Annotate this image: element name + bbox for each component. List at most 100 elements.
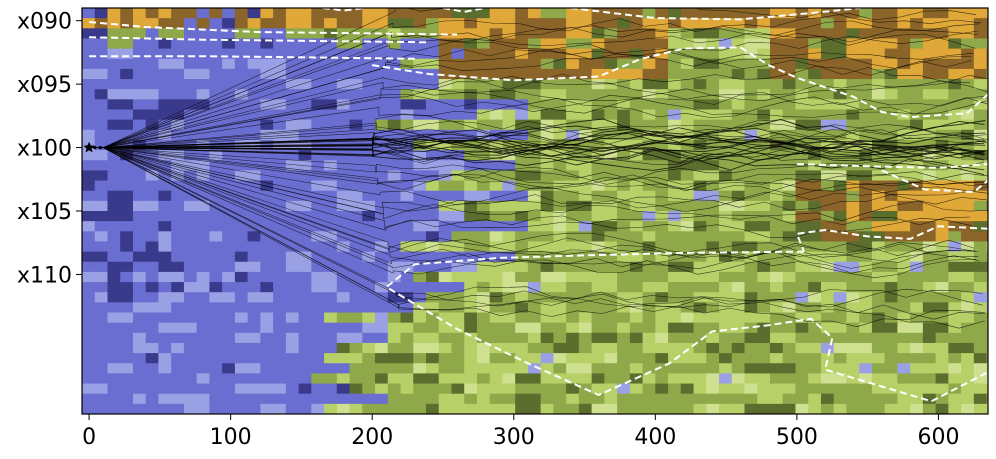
heatmap-cell <box>209 180 223 192</box>
heatmap-cell <box>298 403 312 414</box>
heatmap-cell <box>668 363 682 374</box>
heatmap-cell <box>833 241 848 253</box>
heatmap-cell <box>859 99 873 111</box>
heatmap-cell <box>222 312 236 324</box>
heatmap-cell <box>285 211 300 222</box>
heatmap-cell <box>566 383 580 395</box>
heatmap-cell <box>782 312 797 324</box>
heatmap-cell <box>426 38 440 50</box>
heatmap-cell <box>578 322 593 334</box>
heatmap-cell <box>961 79 975 90</box>
heatmap-cell <box>489 251 504 263</box>
heatmap-cell <box>642 403 656 414</box>
heatmap-cell <box>413 292 427 303</box>
heatmap-cell <box>693 373 707 385</box>
heatmap-cell <box>527 353 542 364</box>
heatmap-cell <box>502 271 516 283</box>
heatmap-cell <box>910 332 924 344</box>
heatmap-cell <box>591 18 605 29</box>
heatmap-cell <box>451 251 465 263</box>
heatmap-cell <box>578 200 593 212</box>
heatmap-cell <box>935 89 949 100</box>
heatmap-cell <box>808 231 822 243</box>
heatmap-cell <box>553 129 567 141</box>
heatmap-cell <box>566 251 580 263</box>
heatmap-cell <box>706 302 720 314</box>
heatmap-cell <box>706 332 720 344</box>
heatmap-cell <box>706 322 720 334</box>
heatmap-cell <box>859 292 873 303</box>
heatmap-cell <box>145 89 160 100</box>
heatmap-cell <box>451 211 465 222</box>
heatmap-cell <box>273 38 287 50</box>
heatmap-cell <box>413 38 427 50</box>
heatmap-cell <box>209 150 223 161</box>
heatmap-cell <box>553 322 567 334</box>
heatmap-cell <box>285 8 300 19</box>
heatmap-cell <box>298 271 312 283</box>
heatmap-cell <box>476 109 491 121</box>
heatmap-cell <box>782 353 797 364</box>
heatmap-cell <box>426 393 440 405</box>
heatmap-cell <box>769 170 784 182</box>
heatmap-cell <box>986 312 988 324</box>
heatmap-cell <box>795 353 809 364</box>
heatmap-cell <box>158 261 172 273</box>
x-tick-label: 0 <box>82 425 96 450</box>
heatmap-cell <box>642 18 656 29</box>
heatmap-cell <box>273 302 287 314</box>
heatmap-cell <box>527 160 542 171</box>
heatmap-cell <box>234 68 249 80</box>
heatmap-cell <box>935 38 949 50</box>
heatmap-cell <box>132 261 147 273</box>
heatmap-cell <box>413 79 427 90</box>
heatmap-cell <box>986 251 988 263</box>
heatmap-cell <box>158 211 172 222</box>
heatmap-cell <box>464 180 478 192</box>
heatmap-cell <box>884 261 898 273</box>
heatmap-cell <box>591 322 605 334</box>
heatmap-cell <box>668 231 682 243</box>
heatmap-cell <box>591 89 605 100</box>
heatmap-cell <box>527 58 542 70</box>
heatmap-cell <box>171 180 185 192</box>
heatmap-cell <box>706 99 720 111</box>
heatmap-cell <box>973 38 988 50</box>
heatmap-cell <box>222 139 236 151</box>
heatmap-cell <box>744 353 758 364</box>
heatmap-cell <box>769 261 784 273</box>
heatmap-cell <box>489 28 504 40</box>
trajectory-line <box>89 93 988 148</box>
heatmap-cell <box>464 221 478 232</box>
heatmap-cell <box>285 353 300 364</box>
heatmap-cell <box>757 221 771 232</box>
heatmap-cell <box>680 109 695 121</box>
heatmap-cell <box>719 292 733 303</box>
heatmap-cell <box>400 150 414 161</box>
heatmap-cell <box>744 312 758 324</box>
heatmap-cell <box>438 119 453 131</box>
heatmap-cell <box>336 129 351 141</box>
heatmap-cell <box>375 109 389 121</box>
heatmap-cell <box>362 68 376 80</box>
heatmap-cell <box>769 312 784 324</box>
heatmap-cell <box>209 48 223 60</box>
heatmap-cell <box>183 342 198 354</box>
heatmap-cell <box>744 211 758 222</box>
heatmap-cell <box>413 48 427 60</box>
heatmap-cell <box>655 190 669 202</box>
heatmap-cell <box>973 99 988 111</box>
heatmap-cell <box>145 139 160 151</box>
heatmap-cell <box>489 373 504 385</box>
heatmap-cell <box>820 353 835 364</box>
heatmap-cell <box>527 373 542 385</box>
heatmap-cell <box>782 282 797 293</box>
heatmap-cell <box>604 332 618 344</box>
heatmap-cell <box>884 292 898 303</box>
heatmap-cell <box>171 282 185 293</box>
heatmap-cell <box>375 322 389 334</box>
heatmap-cell <box>782 170 797 182</box>
heatmap-cell <box>502 231 516 243</box>
heatmap-cell <box>629 28 644 40</box>
